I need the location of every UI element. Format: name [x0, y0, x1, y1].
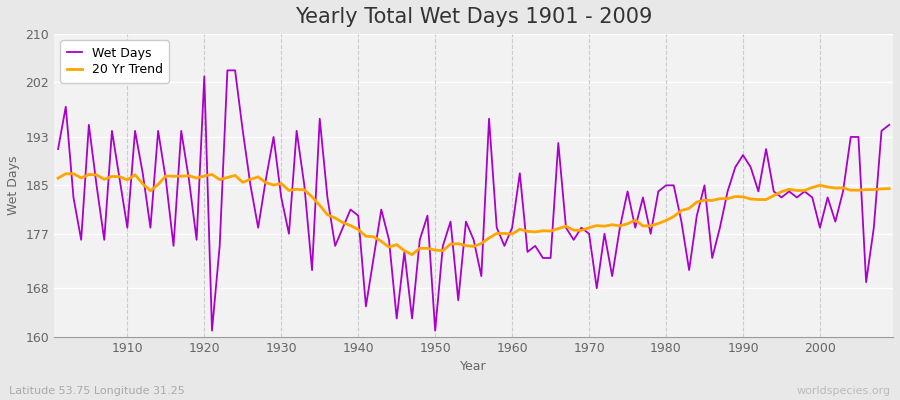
- Wet Days: [207, 328, 218, 333]
- Wet Days: [522, 250, 533, 254]
- Wet Days: [114, 177, 125, 182]
- 20 Yr Trend: [407, 252, 418, 257]
- Text: worldspecies.org: worldspecies.org: [796, 386, 891, 396]
- Wet Days: [222, 68, 233, 73]
- 20 Yr Trend: [292, 187, 302, 192]
- Wet Days: [345, 207, 356, 212]
- Line: 20 Yr Trend: 20 Yr Trend: [58, 174, 889, 255]
- 20 Yr Trend: [522, 229, 533, 234]
- 20 Yr Trend: [68, 171, 79, 176]
- X-axis label: Year: Year: [460, 360, 487, 373]
- Wet Days: [515, 171, 526, 176]
- 20 Yr Trend: [338, 220, 348, 225]
- Legend: Wet Days, 20 Yr Trend: Wet Days, 20 Yr Trend: [60, 40, 169, 82]
- 20 Yr Trend: [53, 176, 64, 180]
- Wet Days: [299, 183, 310, 188]
- 20 Yr Trend: [615, 224, 626, 228]
- Wet Days: [53, 147, 64, 152]
- Line: Wet Days: Wet Days: [58, 70, 889, 330]
- 20 Yr Trend: [884, 186, 895, 191]
- 20 Yr Trend: [515, 227, 526, 232]
- Y-axis label: Wet Days: Wet Days: [7, 156, 20, 215]
- 20 Yr Trend: [122, 178, 132, 182]
- Title: Yearly Total Wet Days 1901 - 2009: Yearly Total Wet Days 1901 - 2009: [295, 7, 652, 27]
- Wet Days: [615, 225, 626, 230]
- Text: Latitude 53.75 Longitude 31.25: Latitude 53.75 Longitude 31.25: [9, 386, 184, 396]
- Wet Days: [884, 122, 895, 127]
